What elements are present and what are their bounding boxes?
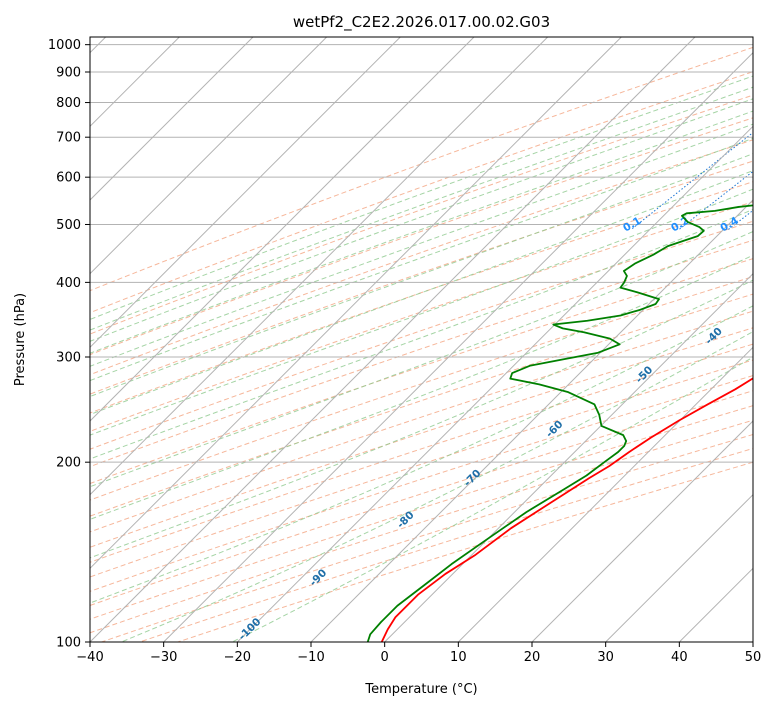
x-tick-label: 0: [381, 650, 389, 665]
isotherm-gridline: [90, 37, 696, 642]
mixing-ratio-label: 0.6: [750, 215, 772, 235]
isotherm-gridline: [310, 199, 753, 642]
dry-adiabat-line: [90, 139, 753, 376]
isotherm-label: -30: [767, 293, 775, 315]
y-axis-ticks: 100 200 300 400 500 600 700 800 900 1000: [48, 38, 90, 651]
y-tick-label: 500: [56, 218, 81, 233]
x-tick-label: 10: [450, 650, 467, 665]
moist-adiabats: [90, 75, 753, 642]
x-tick-label: 20: [524, 650, 541, 665]
mixing-ratio-label: 0.2: [669, 215, 691, 235]
isotherm-gridline: [90, 37, 475, 422]
isotherm-gridline: [752, 641, 753, 642]
mixing-ratio-line: [760, 32, 775, 230]
dry-adiabats: [90, 46, 753, 642]
moist-adiabat-line: [90, 208, 753, 460]
moist-adiabat-line: [90, 170, 753, 416]
y-tick-label: 800: [56, 96, 81, 111]
plot-frame: [89, 36, 754, 643]
isotherm-gridline: [90, 37, 254, 201]
moist-adiabat-line: [90, 188, 753, 436]
dry-adiabat-line: [101, 433, 753, 642]
x-tick-label: −10: [297, 650, 324, 665]
moist-adiabat-line: [90, 254, 753, 520]
isotherm-gridline: [457, 346, 753, 642]
isotherm-gridline: [163, 51, 753, 642]
x-tick-label: −30: [150, 650, 177, 665]
dry-adiabat-line: [90, 181, 753, 414]
dry-adiabat-line: [90, 220, 753, 450]
dry-adiabat-line: [90, 94, 753, 335]
y-tick-label: 400: [56, 276, 81, 291]
y-axis-label: Pressure (hPa): [13, 293, 28, 386]
y-tick-label: 700: [56, 131, 81, 146]
moist-adiabat-line: [90, 86, 753, 331]
isotherm-gridline: [236, 125, 753, 642]
x-tick-label: 40: [671, 650, 688, 665]
isotherm-gridline: [90, 37, 401, 349]
temperature-trace: [380, 377, 753, 642]
x-axis-label: Temperature (°C): [364, 682, 477, 697]
dry-adiabat-line: [90, 201, 753, 432]
mixing-ratio-lines: [630, 32, 775, 231]
moist-adiabat-line: [90, 123, 753, 367]
isotherm-gridline: [90, 37, 622, 570]
isotherm-gridline: [531, 420, 753, 642]
isobar-gridlines: [90, 44, 753, 642]
isotherm-gridline: [90, 37, 549, 496]
x-axis-ticks: −40 −30 −20 −10 0 10 20 30 40 50: [76, 642, 761, 665]
isotherm-gridline: [90, 37, 328, 275]
dewpoint-trace: [366, 204, 753, 642]
isotherm-label: -70: [462, 467, 484, 489]
moist-adiabat-line: [121, 331, 753, 642]
moist-adiabat-line: [90, 153, 753, 398]
dry-adiabat-line: [90, 405, 753, 620]
chart-title: wetPf2_C2E2.2026.017.00.02.G03: [293, 13, 550, 32]
x-tick-label: 30: [597, 650, 614, 665]
moist-adiabat-line: [90, 110, 753, 354]
x-tick-label: 50: [745, 650, 762, 665]
dry-adiabat-line: [90, 239, 753, 468]
isotherm-label: -40: [703, 325, 725, 347]
isotherm-label: -50: [633, 364, 655, 386]
mixing-ratio-label: 0.4: [718, 215, 740, 235]
dry-adiabat-line: [90, 46, 753, 292]
mixing-ratio-line: [678, 170, 753, 231]
y-tick-label: 900: [56, 66, 81, 81]
isotherm-gridlines: [90, 37, 753, 642]
x-tick-label: −40: [76, 650, 103, 665]
moist-adiabat-line: [232, 356, 753, 642]
x-tick-label: −20: [224, 650, 251, 665]
mixing-ratio-line: [630, 131, 753, 231]
y-tick-label: 300: [56, 351, 81, 366]
moist-adiabat-line: [90, 75, 753, 321]
mixing-ratio-label: 0.1: [621, 215, 643, 235]
isotherm-label: -80: [395, 509, 417, 531]
y-tick-label: 100: [56, 636, 81, 651]
mixing-ratio-line: [727, 209, 753, 231]
isotherm-gridline: [605, 493, 753, 642]
y-tick-label: 600: [56, 171, 81, 186]
plot-area: -100-90-80-70-60-50-40-30-20-10010203040…: [90, 32, 775, 642]
isotherm-gridline: [678, 567, 753, 642]
sounding-traces: [366, 204, 753, 642]
y-tick-label: 200: [56, 456, 81, 471]
y-tick-label: 1000: [48, 38, 81, 53]
isotherm-label: -60: [544, 418, 566, 440]
dry-adiabat-line: [90, 71, 753, 314]
